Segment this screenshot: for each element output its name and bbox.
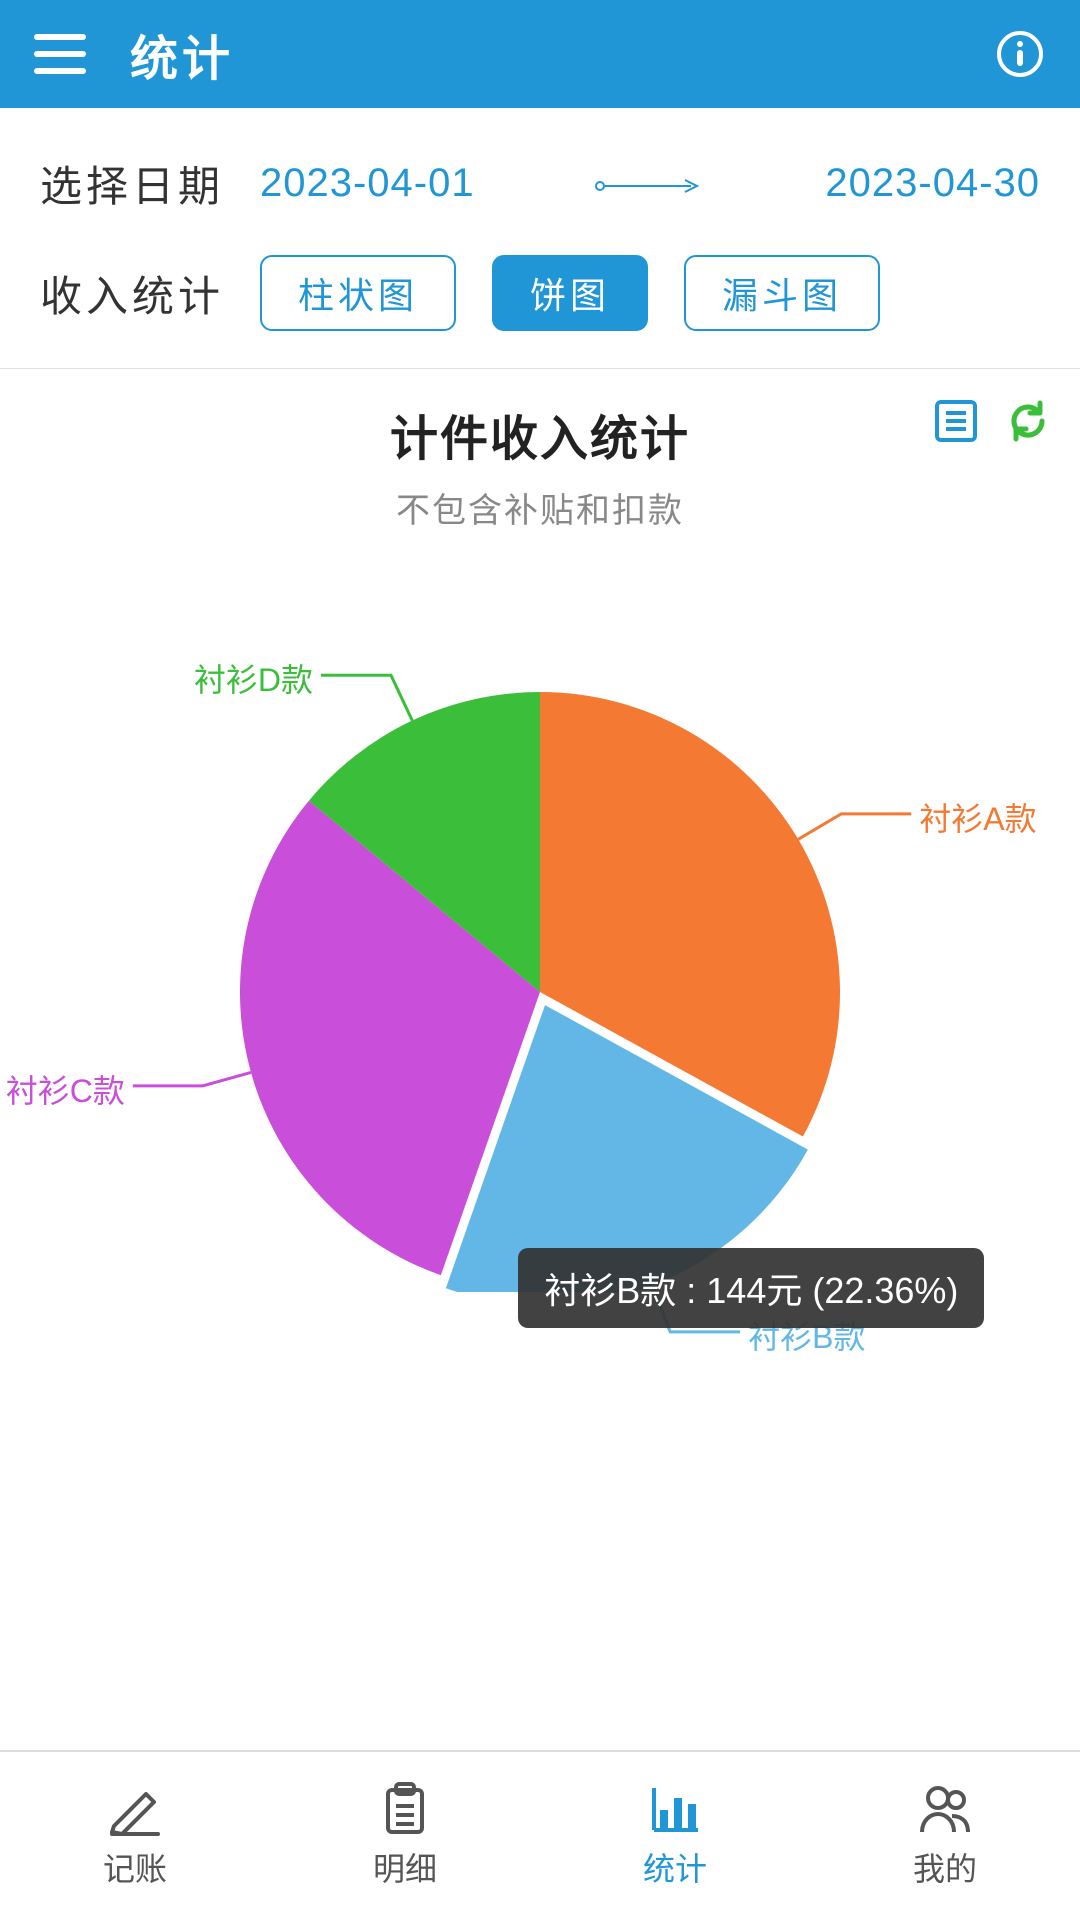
tab-record[interactable]: 记账 [0, 1752, 270, 1920]
date-range-arrow-icon [595, 161, 705, 206]
tab-label: 我的 [913, 1844, 977, 1890]
date-range[interactable]: 2023-04-01 2023-04-30 [260, 161, 1040, 206]
chart-type-bar[interactable]: 柱状图 [260, 255, 456, 331]
filter-panel: 选择日期 2023-04-01 2023-04-30 收入统计 柱状图 饼图 漏… [0, 108, 1080, 369]
chart-subtitle: 不包含补贴和扣款 [0, 483, 1080, 532]
page-title: 统计 [130, 19, 990, 89]
pencil-icon [108, 1782, 162, 1836]
start-date[interactable]: 2023-04-01 [260, 161, 475, 206]
menu-icon [34, 34, 86, 74]
bottom-tab-bar: 记账 明细 统计 我的 [0, 1750, 1080, 1920]
list-icon [934, 399, 978, 443]
pie-svg [240, 692, 840, 1292]
clipboard-icon [378, 1782, 432, 1836]
bar-chart-icon [648, 1782, 702, 1836]
menu-button[interactable] [30, 24, 90, 84]
pie-chart[interactable]: 衬衫A款衬衫B款衬衫C款衬衫D款 衬衫B款 : 144元 (22.36%) [0, 592, 1080, 1392]
tab-label: 统计 [643, 1844, 707, 1890]
info-button[interactable] [990, 24, 1050, 84]
app-bar: 统计 [0, 0, 1080, 108]
date-filter-row: 选择日期 2023-04-01 2023-04-30 [40, 138, 1040, 228]
chart-title: 计件收入统计 [0, 399, 1080, 469]
refresh-button[interactable] [1006, 399, 1050, 448]
chart-type-funnel[interactable]: 漏斗图 [684, 255, 880, 331]
tab-mine[interactable]: 我的 [810, 1752, 1080, 1920]
tab-label: 明细 [373, 1844, 437, 1890]
chart-type-row: 收入统计 柱状图 饼图 漏斗图 [40, 248, 1040, 338]
info-icon [996, 30, 1044, 78]
refresh-icon [1006, 399, 1050, 443]
pie-callout-label: 衬衫C款 [6, 1066, 125, 1112]
people-icon [918, 1782, 972, 1836]
chart-card: 计件收入统计 不包含补贴和扣款 衬衫A款衬衫B款衬衫C款衬衫D款 衬衫B款 : … [0, 369, 1080, 1849]
pie-tooltip: 衬衫B款 : 144元 (22.36%) [518, 1248, 984, 1328]
chart-type-selector: 柱状图 饼图 漏斗图 [260, 255, 1040, 331]
pie-callout-label: 衬衫D款 [194, 655, 313, 701]
stats-type-label: 收入统计 [40, 263, 260, 324]
data-list-button[interactable] [934, 399, 978, 448]
end-date[interactable]: 2023-04-30 [825, 161, 1040, 206]
tab-detail[interactable]: 明细 [270, 1752, 540, 1920]
chart-type-pie[interactable]: 饼图 [492, 255, 648, 331]
tab-label: 记账 [103, 1844, 167, 1890]
pie-callout-label: 衬衫A款 [919, 794, 1036, 840]
date-filter-label: 选择日期 [40, 153, 260, 214]
tab-stats[interactable]: 统计 [540, 1752, 810, 1920]
chart-toolbar [934, 399, 1050, 448]
